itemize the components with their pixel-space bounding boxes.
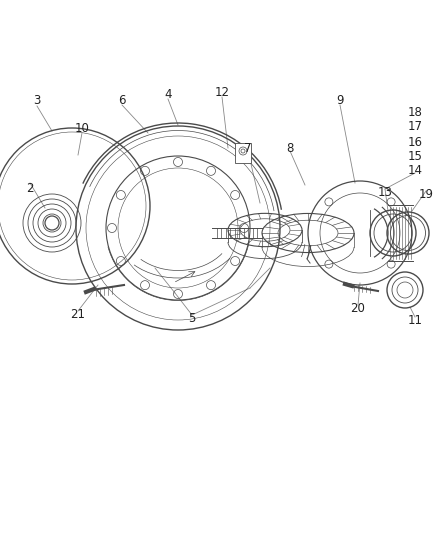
Text: 19: 19 (418, 189, 434, 201)
Text: 5: 5 (188, 312, 196, 326)
Text: 4: 4 (164, 88, 172, 101)
Text: 20: 20 (350, 303, 365, 316)
Text: 8: 8 (286, 141, 294, 155)
Text: 15: 15 (408, 149, 422, 163)
Text: 2: 2 (26, 182, 34, 195)
Text: 14: 14 (407, 165, 423, 177)
FancyBboxPatch shape (235, 143, 251, 163)
Text: 3: 3 (33, 94, 41, 108)
Text: 21: 21 (71, 309, 85, 321)
Text: 7: 7 (244, 141, 252, 155)
Text: 12: 12 (215, 86, 230, 100)
Text: 11: 11 (407, 314, 423, 327)
Text: 6: 6 (118, 94, 126, 108)
Text: 10: 10 (74, 122, 89, 134)
Text: 18: 18 (408, 107, 422, 119)
Text: 9: 9 (336, 94, 344, 108)
Text: 17: 17 (407, 120, 423, 133)
Text: 16: 16 (407, 135, 423, 149)
Text: 13: 13 (378, 187, 392, 199)
